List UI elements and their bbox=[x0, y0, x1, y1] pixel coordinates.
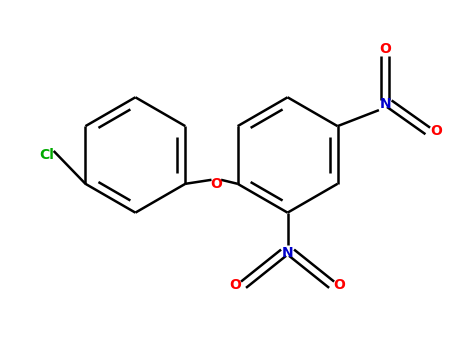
Text: Cl: Cl bbox=[39, 148, 54, 162]
Text: O: O bbox=[210, 177, 222, 191]
Text: N: N bbox=[282, 246, 293, 260]
Text: N: N bbox=[379, 97, 391, 111]
Text: O: O bbox=[334, 278, 346, 292]
Text: O: O bbox=[230, 278, 242, 292]
Text: O: O bbox=[430, 124, 442, 138]
Text: O: O bbox=[379, 42, 391, 56]
